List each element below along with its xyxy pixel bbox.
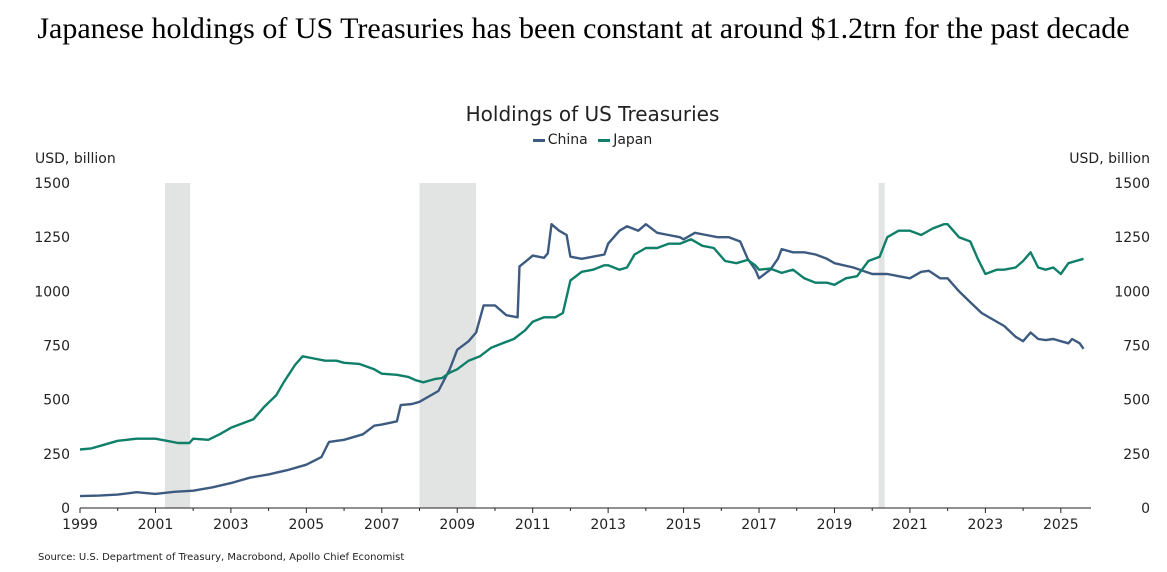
y-axis-label-right: USD, billion: [1069, 151, 1150, 167]
x-tick-label-2013: 2013: [590, 517, 626, 533]
y-tick-right-500: 500: [1123, 393, 1150, 409]
recession-band-0: [164, 183, 191, 508]
series-line-japan: [79, 223, 1084, 451]
x-tick-label-2021: 2021: [892, 517, 928, 533]
legend-label-china: China: [547, 132, 588, 148]
x-tick-label-2015: 2015: [666, 517, 702, 533]
y-tick-left-0: 0: [61, 501, 70, 517]
y-tick-right-1500: 1500: [1114, 176, 1150, 192]
y-tick-right-1000: 1000: [1114, 284, 1150, 300]
x-tick-label-2007: 2007: [364, 517, 400, 533]
y-tick-right-1250: 1250: [1114, 230, 1150, 246]
recession-band-1: [419, 183, 477, 508]
x-tick-label-2009: 2009: [439, 517, 475, 533]
legend: China Japan: [0, 132, 1167, 148]
y-tick-left-750: 750: [43, 339, 70, 355]
source-note: Source: U.S. Department of Treasury, Mac…: [38, 552, 405, 563]
y-tick-left-1500: 1500: [34, 176, 70, 192]
y-tick-left-250: 250: [43, 447, 70, 463]
legend-item-japan: Japan: [598, 132, 652, 148]
series-line-china: [79, 223, 1085, 498]
x-tick-label-2005: 2005: [289, 517, 325, 533]
x-tick-label-2025: 2025: [1043, 517, 1079, 533]
y-tick-right-250: 250: [1123, 447, 1150, 463]
x-tick-label-2003: 2003: [213, 517, 249, 533]
y-tick-right-0: 0: [1141, 501, 1150, 517]
x-tick-label-2017: 2017: [741, 517, 777, 533]
x-tick-label-2019: 2019: [817, 517, 853, 533]
x-tick-label-2023: 2023: [968, 517, 1004, 533]
legend-swatch-japan: [598, 138, 611, 142]
legend-item-china: China: [532, 132, 588, 148]
chart-title: Holdings of US Treasuries: [465, 102, 720, 126]
x-tick-label-2001: 2001: [138, 517, 174, 533]
y-tick-right-750: 750: [1123, 339, 1150, 355]
headline: Japanese holdings of US Treasuries has b…: [37, 12, 1130, 45]
x-tick-label-2011: 2011: [515, 517, 551, 533]
y-tick-left-500: 500: [43, 393, 70, 409]
y-axis-label-left: USD, billion: [35, 151, 116, 167]
legend-swatch-china: [532, 138, 545, 142]
y-tick-left-1000: 1000: [34, 284, 70, 300]
x-tick-label-1999: 1999: [62, 517, 98, 533]
recession-band-2: [878, 183, 885, 508]
y-tick-left-1250: 1250: [34, 230, 70, 246]
legend-label-japan: Japan: [613, 132, 653, 148]
